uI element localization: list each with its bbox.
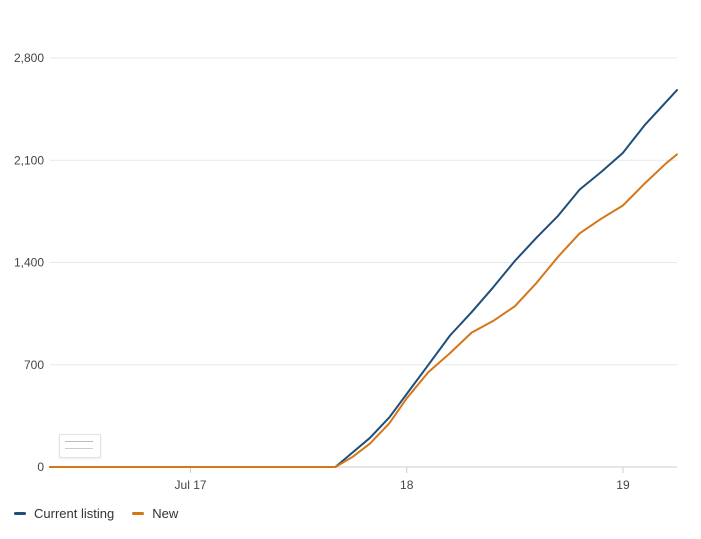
series-line-new	[49, 153, 678, 468]
y-tick-label: 2,100	[14, 153, 44, 167]
y-axis-ticks: 0 700 1,400 2,100 2,800	[14, 51, 44, 474]
y-tick-label: 700	[24, 358, 44, 372]
x-tick-label: 19	[616, 478, 630, 492]
y-tick-label: 1,400	[14, 256, 44, 270]
legend: Current listing New	[14, 506, 178, 521]
legend-swatch-new	[132, 512, 145, 515]
mini-legend-line	[65, 441, 93, 442]
series-lines	[49, 89, 678, 468]
mini-legend-box	[59, 434, 101, 458]
legend-label-current-listing: Current listing	[34, 506, 115, 521]
x-tick-label: 18	[400, 478, 414, 492]
gridlines	[50, 57, 677, 366]
legend-label-new: New	[152, 506, 179, 521]
mini-legend-line	[65, 448, 93, 449]
x-tick-label: Jul 17	[175, 478, 207, 492]
legend-item-current-listing[interactable]: Current listing	[14, 506, 114, 521]
legend-item-new[interactable]: New	[132, 506, 178, 521]
y-tick-label: 2,800	[14, 51, 44, 65]
y-tick-label: 0	[37, 460, 44, 474]
x-axis: Jul 17 18 19	[50, 466, 677, 492]
line-chart: 0 700 1,400 2,100 2,800 Jul 17 18 19	[14, 51, 678, 492]
series-line-current-listing	[49, 89, 678, 468]
legend-swatch-current-listing	[14, 512, 26, 515]
